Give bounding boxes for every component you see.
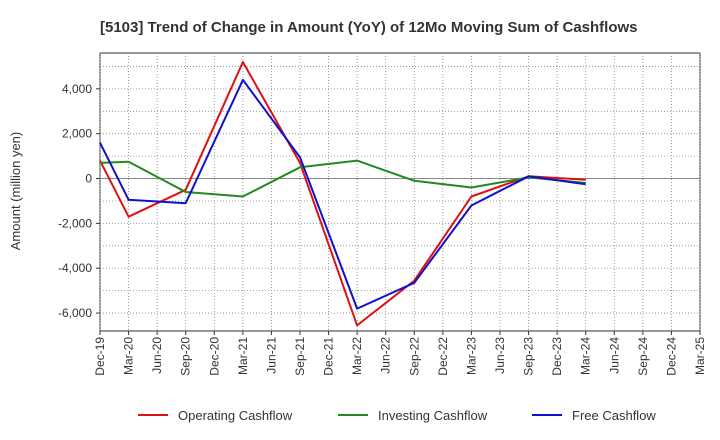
x-tick-label: Dec-20 bbox=[207, 337, 221, 376]
x-tick-label: Dec-19 bbox=[93, 337, 107, 376]
x-tick-label: Mar-20 bbox=[122, 337, 136, 375]
x-tick-label: Dec-22 bbox=[436, 337, 450, 376]
x-tick-label: Sep-21 bbox=[293, 337, 307, 376]
series-line bbox=[99, 159, 586, 198]
x-tick-label: Jun-22 bbox=[379, 337, 393, 374]
x-tick-label: Jun-21 bbox=[264, 337, 278, 374]
y-tick-label: -4,000 bbox=[58, 261, 92, 275]
y-tick-label: 4,000 bbox=[62, 82, 92, 96]
y-tick-label: -6,000 bbox=[58, 306, 92, 320]
chart-title: [5103] Trend of Change in Amount (YoY) o… bbox=[100, 19, 638, 36]
x-tick-label: Sep-22 bbox=[407, 337, 421, 376]
series-line bbox=[99, 78, 586, 310]
series-line bbox=[99, 61, 586, 327]
y-tick-label: 0 bbox=[85, 172, 92, 186]
x-tick-label: Mar-22 bbox=[350, 337, 364, 375]
x-tick-label: Mar-24 bbox=[579, 337, 593, 375]
x-tick-label: Mar-21 bbox=[236, 337, 250, 375]
y-tick-label: -2,000 bbox=[58, 216, 92, 230]
plot-frame bbox=[99, 52, 701, 332]
x-tick-label: Sep-24 bbox=[636, 337, 650, 376]
x-tick-label: Dec-24 bbox=[664, 337, 678, 376]
y-axis-label: Amount (million yen) bbox=[8, 132, 23, 251]
plot-area: -6,000 -4,000 -2,000 0 2,000 4,000 Dec-19 Mar-2… bbox=[58, 52, 707, 376]
x-tick-label: Jun-23 bbox=[493, 337, 507, 374]
x-tick-label: Mar-23 bbox=[464, 337, 478, 375]
x-tick-label: Jun-20 bbox=[150, 337, 164, 374]
x-tick-label: Mar-25 bbox=[693, 337, 707, 375]
x-tick-label: Dec-21 bbox=[322, 337, 336, 376]
legend-label: Operating Cashflow bbox=[178, 408, 293, 423]
x-tick-label: Dec-23 bbox=[550, 337, 564, 376]
x-tick-label: Jun-24 bbox=[607, 337, 621, 374]
y-tick-label: 2,000 bbox=[62, 127, 92, 141]
x-tick-label: Sep-20 bbox=[179, 337, 193, 376]
legend-label: Free Cashflow bbox=[572, 408, 656, 423]
x-tick-label: Sep-23 bbox=[522, 337, 536, 376]
legend: Operating Cashflow Investing Cashflow Free… bbox=[138, 408, 656, 423]
legend-label: Investing Cashflow bbox=[378, 408, 488, 423]
